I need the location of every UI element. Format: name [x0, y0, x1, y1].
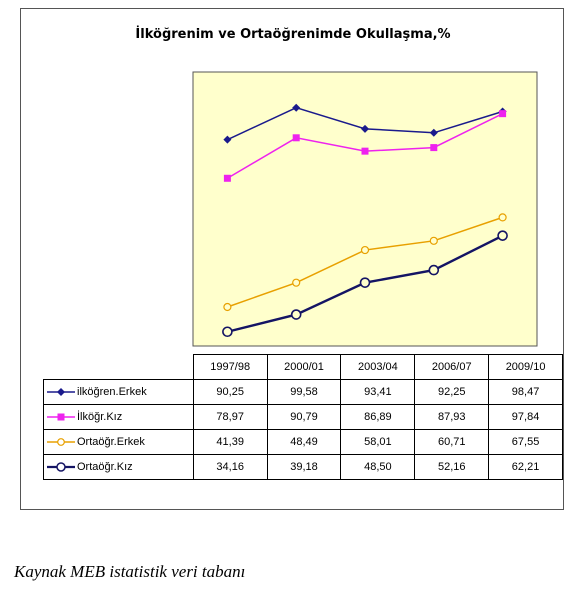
legend-label: İlköğr.Kız — [77, 411, 123, 423]
legend-entry-3: Ortaöğr.Erkek — [43, 429, 194, 455]
data-label-4-5: 62,21 — [488, 454, 563, 480]
data-point-3-2 — [292, 278, 301, 287]
plot-area — [192, 71, 538, 347]
table-header-row: 1997/98 2000/01 2003/04 2006/07 2009/10 — [44, 354, 563, 380]
legend-key-icon — [47, 388, 75, 397]
data-point-4-4 — [428, 264, 440, 276]
data-point-1-1 — [223, 135, 232, 144]
table-row: ilköğren.Erkek 90,25 99,58 93,41 92,25 98,47 — [43, 379, 563, 405]
table-row: Ortaöğr.Erkek 41,39 48,49 58,01 60,71 67,55 — [43, 429, 563, 455]
series-4 — [222, 230, 508, 338]
category-label-5: 2009/10 — [488, 354, 563, 380]
data-label-2-5: 97,84 — [488, 404, 563, 430]
data-label-2-2: 90,79 — [266, 404, 342, 430]
legend-label: Ortaöğr.Erkek — [77, 436, 145, 448]
data-point-3-4 — [429, 236, 438, 245]
plot-background — [192, 71, 538, 347]
legend-key-icon — [47, 438, 75, 446]
chart-frame: İlköğrenim ve Ortaöğrenimde Okullaşma,% … — [20, 8, 564, 510]
legend-label: ilköğren.Erkek — [77, 386, 147, 398]
data-point-1-3 — [361, 124, 369, 133]
data-point-4-1 — [222, 326, 233, 338]
data-label-2-1: 78,97 — [192, 404, 268, 430]
legend-entry-2: İlköğr.Kız — [43, 404, 194, 430]
data-point-2-1 — [223, 174, 231, 182]
data-label-1-4: 92,25 — [414, 379, 490, 405]
chart-title: İlköğrenim ve Ortaöğrenimde Okullaşma,% — [135, 27, 451, 42]
table-row: İlköğr.Kız 78,97 90,79 86,89 87,93 97,84 — [43, 404, 563, 430]
data-point-4-2 — [290, 309, 302, 320]
data-point-3-5 — [498, 213, 507, 222]
legend-key-icon — [47, 413, 75, 421]
data-point-3-3 — [360, 245, 370, 255]
data-label-1-2: 99,58 — [266, 379, 342, 405]
data-point-2-5 — [499, 110, 507, 118]
legend-key-icon — [47, 462, 75, 472]
table-corner — [44, 355, 194, 380]
data-point-4-5 — [497, 230, 508, 241]
data-label-4-3: 48,50 — [340, 454, 416, 480]
data-label-3-2: 48,49 — [266, 429, 342, 455]
legend-entry-4: Ortaöğr.Kız — [43, 454, 194, 480]
legend-entry-1: ilköğren.Erkek — [43, 379, 194, 405]
data-label-2-4: 87,93 — [414, 404, 490, 430]
table-row: Ortaöğr.Kız 34,16 39,18 48,50 52,16 62,21 — [43, 454, 563, 480]
data-label-2-3: 86,89 — [340, 404, 416, 430]
data-table: 1997/98 2000/01 2003/04 2006/07 2009/10 ilköğ… — [43, 354, 563, 480]
data-label-3-3: 58,01 — [340, 429, 416, 455]
data-point-1-4 — [429, 128, 438, 137]
data-point-2-4 — [430, 144, 438, 152]
data-label-4-4: 52,16 — [414, 454, 490, 480]
data-point-2-3 — [361, 147, 369, 155]
data-label-3-1: 41,39 — [192, 429, 268, 455]
series-1 — [223, 103, 507, 144]
data-point-3-1 — [223, 302, 232, 312]
series-2 — [223, 110, 507, 182]
source-note: Kaynak MEB istatistik veri tabanı — [14, 562, 246, 581]
data-label-1-1: 90,25 — [192, 379, 268, 405]
category-label-2: 2000/01 — [266, 354, 342, 380]
legend-label: Ortaöğr.Kız — [77, 461, 133, 473]
data-label-4-1: 34,16 — [192, 454, 268, 480]
data-label-3-5: 67,55 — [488, 429, 563, 455]
series-3 — [223, 213, 507, 312]
data-point-2-2 — [292, 134, 300, 142]
category-label-3: 2003/04 — [340, 354, 416, 380]
data-label-3-4: 60,71 — [414, 429, 490, 455]
category-label-1: 1997/98 — [192, 354, 268, 380]
category-label-4: 2006/07 — [414, 354, 490, 380]
data-label-4-2: 39,18 — [266, 454, 342, 480]
data-point-1-2 — [292, 103, 301, 112]
data-point-4-3 — [359, 277, 371, 288]
data-label-1-3: 93,41 — [340, 379, 416, 405]
data-label-1-5: 98,47 — [488, 379, 563, 405]
